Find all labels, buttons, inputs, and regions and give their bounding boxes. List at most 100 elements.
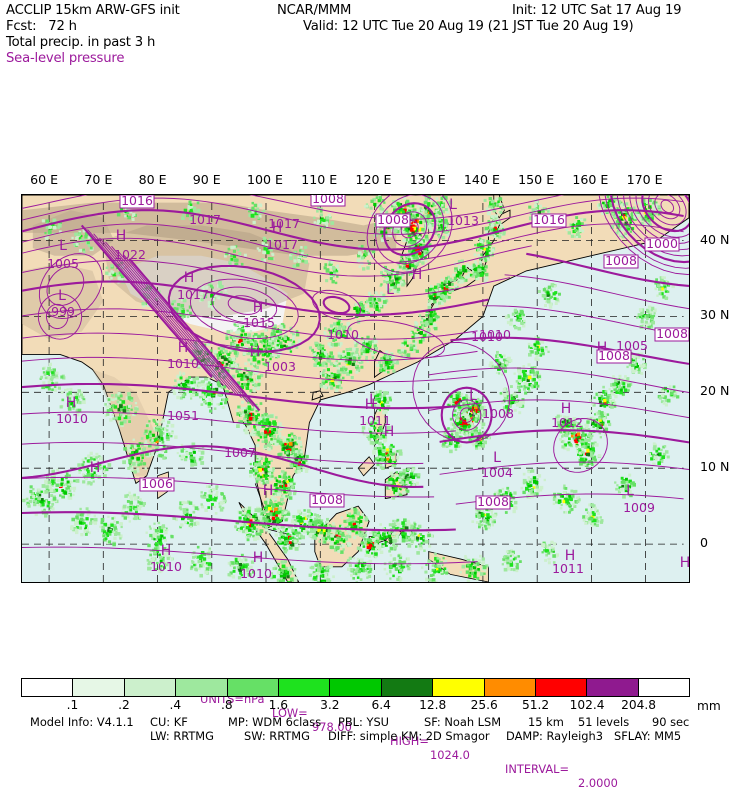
precip-cell [438,288,440,290]
precip-cell [376,305,379,308]
precip-cell [418,525,422,529]
precip-cell [344,353,346,355]
precip-cell [330,546,334,550]
precip-cell [131,457,134,460]
precip-cell [651,307,654,310]
map-canvas[interactable]: HHHHHHHHHHHHHHHHHHLLLLLLLL10161008101610… [21,194,690,583]
precip-cell [380,292,383,295]
precip-cell [289,541,292,544]
precip-cell [366,308,369,311]
precip-cell [258,468,262,472]
precip-cell [128,420,131,423]
precip-cell [278,475,281,478]
precip-cell [348,517,352,521]
lon-tick-60: 60 E [30,172,58,187]
precip-cell [250,534,252,536]
precip-cell [157,420,160,423]
precip-cell [123,409,127,413]
precip-cell [374,447,377,450]
precip-cell [467,270,469,272]
precip-cell [247,535,250,538]
precip-cell [231,364,234,367]
precip-cell [324,541,327,544]
precip-cell [300,451,303,454]
header-institution: NCAR/MMM [277,3,351,18]
precip-cell [246,526,249,529]
precip-cell [356,512,360,516]
precip-cell [480,264,482,266]
precip-cell [404,350,407,353]
precip-cell [335,532,338,535]
precip-cell [272,504,276,508]
precip-cell [336,546,339,549]
precip-cell [343,520,346,523]
precip-cell [173,392,176,395]
precip-cell [433,323,437,327]
precip-cell [297,467,300,470]
precip-cell [355,371,358,374]
precip-cell [298,437,301,440]
precip-cell [297,510,301,514]
precip-cell [294,436,298,440]
precip-cell [450,418,453,421]
precip-cell [139,450,142,453]
precip-cell [389,523,392,526]
precip-cell [254,340,257,343]
precip-cell [455,448,458,451]
precip-cell [244,411,247,414]
precip-cell [262,479,265,482]
precip-cell [234,352,237,355]
precip-cell [352,348,355,351]
precip-cell [460,393,463,396]
precip-cell [620,389,623,392]
precip-cell [377,410,379,412]
precip-cell [283,447,285,449]
precip-cell [236,409,239,412]
precip-cell [357,547,361,551]
precip-cell [361,541,364,544]
precip-cell [412,225,415,228]
precip-cell [387,371,390,374]
precip-cell [267,448,270,451]
precip-cell [428,247,431,250]
precip-cell [283,534,285,536]
precip-cell [225,398,228,401]
precip-cell [488,250,490,252]
precip-cell [162,456,165,459]
precip-cell [372,443,375,446]
precip-cell [631,367,634,370]
precip-cell [368,428,371,431]
precip-cell [386,458,389,461]
precip-cell [286,481,289,484]
precip-cell [566,432,569,435]
precip-cell [351,376,354,379]
precip-cell [423,550,426,553]
precip-cell [419,221,422,224]
precip-cell [182,372,185,375]
precip-cell [297,470,301,474]
precip-cell [256,366,259,369]
precip-cell [408,241,411,244]
precip-cell [266,513,269,516]
precip-cell [320,531,323,534]
precip-cell [633,356,636,359]
precip-cell [416,350,419,353]
precip-cell [366,350,370,354]
precip-cell [622,382,625,385]
precip-cell [449,450,453,454]
precip-cell [354,511,357,514]
precip-cell [368,539,371,542]
precip-cell [342,545,345,548]
precip-cell [444,281,447,284]
precip-cell [243,372,245,374]
precip-cell [219,394,222,397]
precip-cell [285,495,287,497]
precip-cell [475,415,478,418]
precip-cell [263,349,265,351]
precip-cell [437,316,439,318]
precip-cell [402,239,406,243]
precip-cell [338,352,341,355]
precip-cell [338,355,341,358]
precip-cell [598,454,601,457]
precip-cell [301,454,303,456]
